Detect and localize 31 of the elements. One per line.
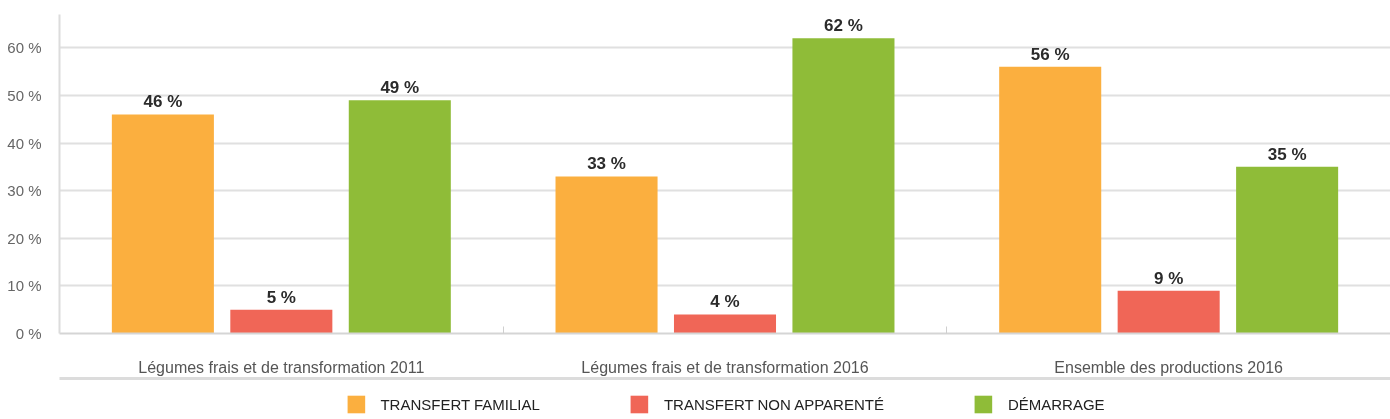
x-tick-label: Légumes frais et de transformation 2016 (581, 358, 869, 376)
data-label: 49 % (380, 78, 420, 98)
bar (348, 100, 451, 334)
legend-label: TRANSFERT NON APPARENTÉ (663, 395, 884, 413)
y-tick-label: 40 % (7, 134, 42, 152)
y-tick-label: 10 % (7, 277, 42, 295)
y-tick-label: 60 % (7, 39, 42, 57)
x-tick-label: Ensemble des productions 2016 (1054, 358, 1284, 376)
x-tick-label: Légumes frais et de transformation 2011 (138, 358, 425, 376)
data-label: 9 % (1154, 268, 1184, 288)
bar (673, 314, 777, 334)
bar (1117, 290, 1220, 334)
bar (792, 38, 895, 334)
bar (555, 176, 658, 334)
data-label: 35 % (1267, 144, 1307, 164)
legend-label: TRANSFERT FAMILIAL (380, 395, 540, 413)
bar (111, 114, 214, 334)
y-tick-label: 50 % (7, 86, 42, 104)
y-tick-label: 30 % (7, 182, 42, 200)
y-tick-label: 20 % (7, 229, 42, 247)
data-label: 56 % (1030, 44, 1070, 64)
bar (230, 309, 333, 334)
data-label: 4 % (710, 292, 740, 312)
data-label: 46 % (143, 92, 183, 112)
data-label: 33 % (587, 154, 626, 174)
legend-label: DÉMARRAGE (1007, 395, 1105, 413)
data-label: 5 % (266, 287, 296, 307)
bar (999, 66, 1102, 334)
y-tick-label: 0 % (15, 325, 42, 342)
data-label: 62 % (824, 16, 863, 36)
bar (1236, 166, 1339, 334)
